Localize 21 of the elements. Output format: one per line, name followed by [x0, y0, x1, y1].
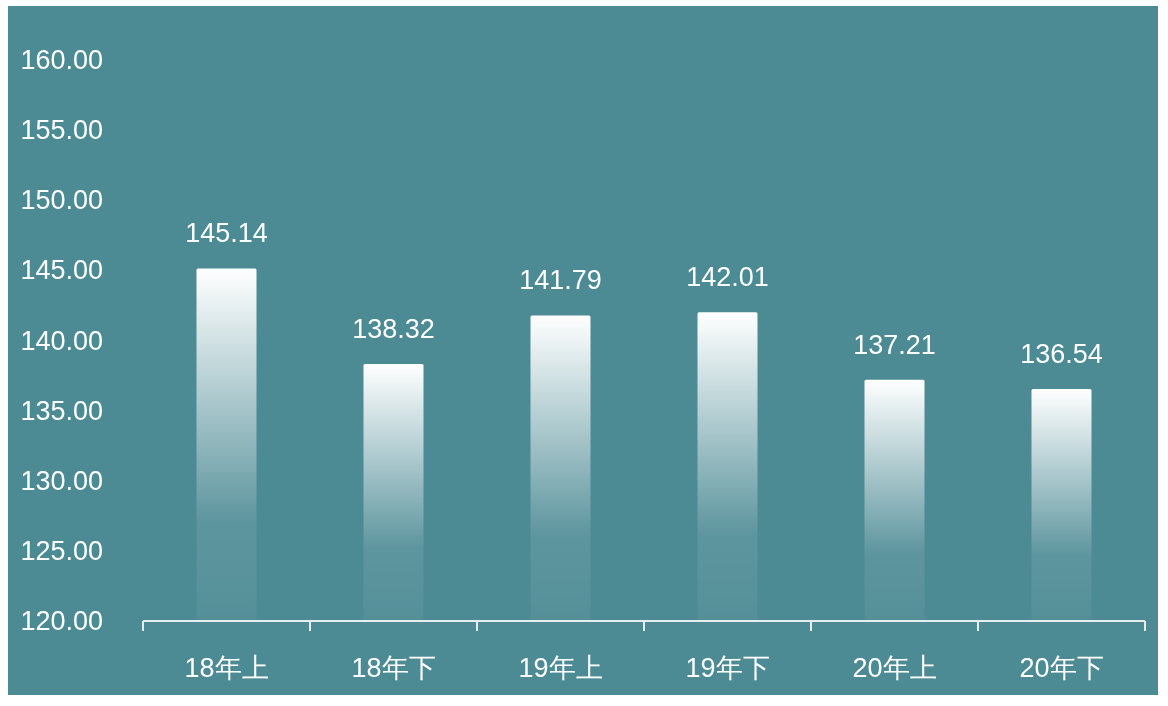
data-label: 141.79: [519, 265, 602, 296]
y-tick-label: 150.00: [20, 185, 103, 216]
data-label: 136.54: [1020, 339, 1103, 370]
x-tick-label: 20年下: [1019, 653, 1104, 683]
data-label: 138.32: [352, 314, 435, 345]
x-tick-label: 20年上: [852, 653, 937, 683]
x-tick-label: 18年下: [351, 653, 436, 683]
x-tick-label: 19年上: [518, 653, 603, 683]
y-tick-label: 145.00: [20, 255, 103, 286]
y-tick-label: 125.00: [20, 535, 103, 566]
y-tick-label: 140.00: [20, 325, 103, 356]
data-label: 142.01: [686, 262, 769, 293]
y-tick-label: 120.00: [20, 606, 103, 636]
y-tick-label: 130.00: [20, 465, 103, 496]
y-tick-label: 160.00: [20, 45, 103, 75]
y-tick-label: 135.00: [20, 395, 103, 426]
x-tick-label: 19年下: [685, 653, 770, 683]
data-label: 145.14: [185, 218, 268, 249]
x-tick-label: 18年上: [184, 653, 269, 683]
y-tick-label: 155.00: [20, 115, 103, 146]
data-label: 137.21: [853, 329, 936, 360]
